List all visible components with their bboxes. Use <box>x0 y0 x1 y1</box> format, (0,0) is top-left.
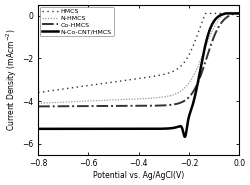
HMCS <box>189 51 192 53</box>
N-Co-CNT/HMCS <box>153 128 156 130</box>
Legend: HMCS, N-HMCS, Co-HMCS, N-Co-CNT/HMCS: HMCS, N-HMCS, Co-HMCS, N-Co-CNT/HMCS <box>40 7 114 36</box>
Y-axis label: Current Density (mAcm$^{-2}$): Current Density (mAcm$^{-2}$) <box>5 28 19 131</box>
Co-HMCS <box>234 12 236 14</box>
N-HMCS <box>210 32 213 35</box>
N-HMCS <box>223 12 226 14</box>
HMCS <box>238 12 240 14</box>
N-Co-CNT/HMCS <box>49 128 52 130</box>
HMCS <box>37 91 40 94</box>
N-Co-CNT/HMCS <box>158 128 162 130</box>
HMCS <box>165 73 168 75</box>
N-Co-CNT/HMCS <box>238 12 240 14</box>
Co-HMCS <box>238 12 240 14</box>
Co-HMCS <box>210 43 213 45</box>
HMCS <box>153 75 156 77</box>
Co-HMCS <box>49 105 52 107</box>
HMCS <box>158 74 162 76</box>
N-Co-CNT/HMCS <box>37 128 40 130</box>
N-HMCS <box>165 95 168 98</box>
N-Co-CNT/HMCS <box>183 136 186 138</box>
N-HMCS <box>153 97 156 99</box>
Line: HMCS: HMCS <box>38 13 239 92</box>
Co-HMCS <box>165 104 168 106</box>
Co-HMCS <box>158 105 162 107</box>
HMCS <box>204 12 207 14</box>
X-axis label: Potential vs. Ag/AgCl(V): Potential vs. Ag/AgCl(V) <box>93 171 184 180</box>
N-Co-CNT/HMCS <box>165 127 168 130</box>
N-Co-CNT/HMCS <box>189 110 192 112</box>
Co-HMCS <box>153 105 156 107</box>
Co-HMCS <box>189 94 192 97</box>
Line: N-Co-CNT/HMCS: N-Co-CNT/HMCS <box>38 13 239 137</box>
HMCS <box>210 12 213 14</box>
N-HMCS <box>189 80 192 82</box>
HMCS <box>49 90 52 92</box>
N-HMCS <box>49 102 52 104</box>
Line: N-HMCS: N-HMCS <box>38 13 239 103</box>
N-HMCS <box>238 12 240 14</box>
N-HMCS <box>158 96 162 98</box>
Line: Co-HMCS: Co-HMCS <box>38 13 239 106</box>
N-Co-CNT/HMCS <box>210 25 213 27</box>
Co-HMCS <box>37 105 40 107</box>
N-HMCS <box>37 102 40 104</box>
N-Co-CNT/HMCS <box>225 12 228 14</box>
